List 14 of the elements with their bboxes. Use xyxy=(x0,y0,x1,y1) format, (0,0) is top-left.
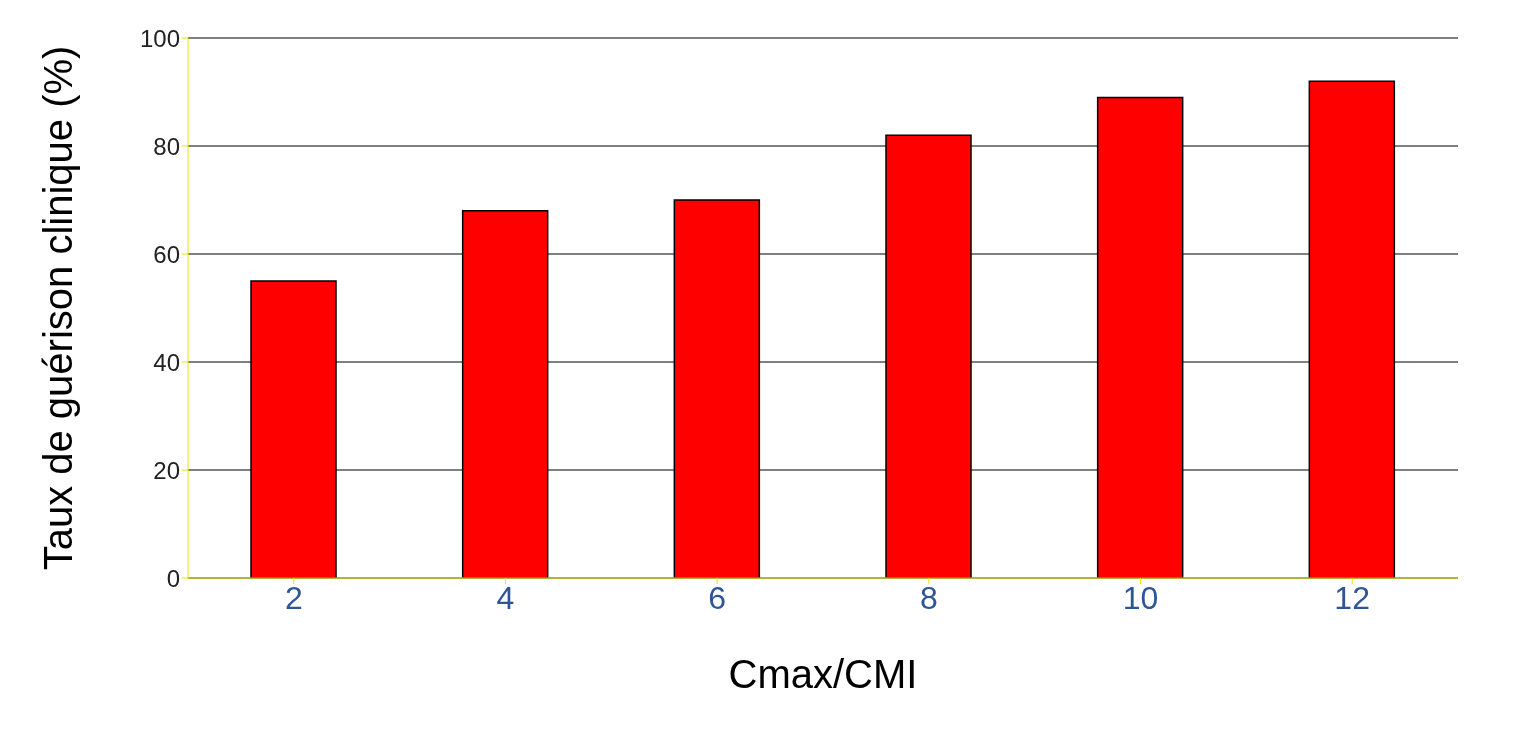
x-tick-label: 4 xyxy=(496,579,515,616)
y-axis-title: Taux de guérison clinique (%) xyxy=(36,45,81,571)
x-tick-label: 8 xyxy=(919,579,938,616)
x-tick-label: 10 xyxy=(1122,579,1159,616)
x-tick-label: 12 xyxy=(1334,579,1370,616)
y-tick-label: 20 xyxy=(153,456,180,484)
y-tick-label: 100 xyxy=(139,24,180,52)
x-tick-label: 2 xyxy=(284,579,303,616)
y-tick-label: 80 xyxy=(153,132,180,160)
y-tick-label: 40 xyxy=(153,348,180,376)
y-tick-label: 0 xyxy=(166,564,180,592)
x-axis-title: Cmax/CMI xyxy=(728,652,918,696)
x-tick-label: 6 xyxy=(708,579,727,616)
y-tick-label: 60 xyxy=(153,240,180,268)
